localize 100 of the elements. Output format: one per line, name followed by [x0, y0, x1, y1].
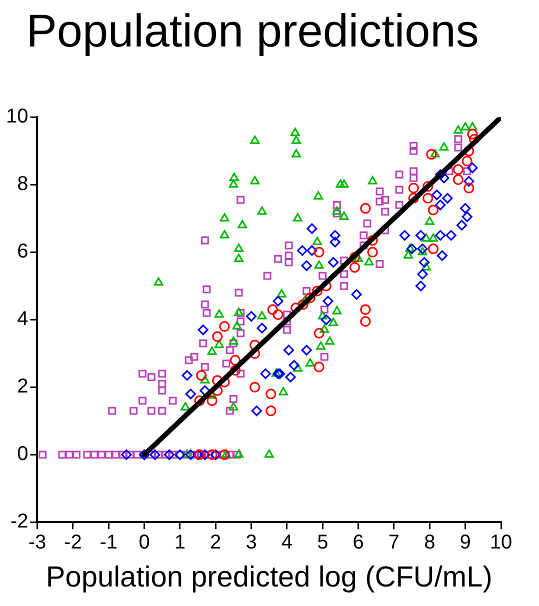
point	[314, 328, 324, 338]
point	[306, 245, 318, 256]
point	[460, 203, 471, 214]
point	[198, 324, 208, 336]
point	[422, 192, 434, 204]
point	[250, 382, 260, 392]
point	[446, 230, 456, 241]
x-tick-label: 5	[317, 532, 328, 554]
point	[408, 182, 419, 194]
point	[288, 360, 300, 371]
point	[206, 449, 218, 460]
point	[230, 354, 241, 366]
point	[306, 223, 318, 234]
point	[246, 311, 257, 322]
point	[360, 316, 371, 327]
point	[415, 280, 426, 292]
point	[200, 449, 210, 460]
point	[330, 236, 340, 248]
point	[164, 449, 175, 460]
point	[298, 299, 308, 310]
point	[428, 244, 439, 254]
point	[467, 128, 478, 140]
y-tick-label: -2	[10, 510, 28, 533]
point	[182, 370, 192, 381]
point	[301, 344, 312, 356]
x-tick-label: 10	[490, 532, 512, 554]
x-tick-label: 4	[281, 532, 293, 554]
point	[435, 230, 446, 241]
point	[185, 388, 196, 400]
point	[304, 292, 316, 304]
y-tick-label: 4	[17, 308, 28, 330]
point	[442, 192, 453, 204]
y-tick-label: 6	[17, 240, 28, 263]
point	[328, 257, 339, 268]
point	[422, 181, 434, 192]
point	[431, 190, 442, 200]
point	[320, 314, 332, 325]
point	[351, 289, 362, 300]
point	[452, 164, 464, 175]
x-tick-label: 9	[460, 532, 471, 554]
point	[419, 257, 430, 268]
point	[283, 344, 294, 356]
y-tick-label: 10	[6, 106, 28, 128]
point	[349, 262, 360, 273]
point	[436, 250, 448, 261]
point	[408, 192, 419, 204]
point	[367, 246, 378, 258]
point	[399, 230, 410, 241]
point	[267, 304, 278, 315]
y-tick-label: 0	[17, 443, 28, 466]
point	[301, 260, 312, 271]
x-tick-label: 0	[138, 532, 150, 554]
x-tick-label: 1	[174, 532, 186, 554]
point	[272, 309, 284, 320]
point	[285, 372, 296, 382]
point	[256, 322, 268, 334]
point	[266, 406, 276, 416]
x-tick-label: -1	[100, 532, 118, 554]
point	[121, 449, 132, 460]
point	[297, 245, 308, 256]
point	[312, 286, 323, 296]
point	[206, 395, 218, 406]
x-axis-title: Population predicted log (CFU/mL)	[46, 562, 492, 594]
point	[150, 449, 160, 460]
x-tick-label: 6	[352, 532, 364, 554]
point	[415, 230, 426, 241]
point	[464, 182, 474, 194]
point	[314, 246, 324, 258]
point	[219, 321, 230, 332]
point	[185, 449, 196, 460]
point	[367, 235, 378, 246]
point	[406, 244, 418, 254]
point	[314, 362, 324, 372]
point	[360, 203, 371, 214]
chart-title: Population predictions	[26, 4, 479, 56]
point	[360, 304, 371, 315]
point	[322, 296, 334, 306]
x-tick-label: 2	[210, 532, 222, 554]
point	[438, 172, 450, 184]
x-tick-label: 7	[388, 532, 400, 554]
point	[330, 230, 340, 241]
x-tick-label: 3	[246, 532, 257, 554]
y-tick-label: 8	[17, 173, 28, 196]
point	[464, 176, 474, 187]
point	[462, 156, 472, 166]
point	[456, 220, 468, 230]
point	[212, 331, 223, 342]
point	[272, 296, 284, 306]
point	[426, 149, 437, 160]
point	[260, 368, 271, 379]
point	[251, 406, 262, 416]
point	[462, 211, 472, 222]
point	[417, 268, 428, 280]
point	[435, 200, 446, 210]
x-tick-label: 8	[424, 532, 436, 554]
point	[196, 370, 207, 381]
point	[467, 162, 478, 174]
point	[417, 244, 428, 254]
x-tick-label: -2	[64, 532, 82, 554]
point	[452, 174, 464, 185]
